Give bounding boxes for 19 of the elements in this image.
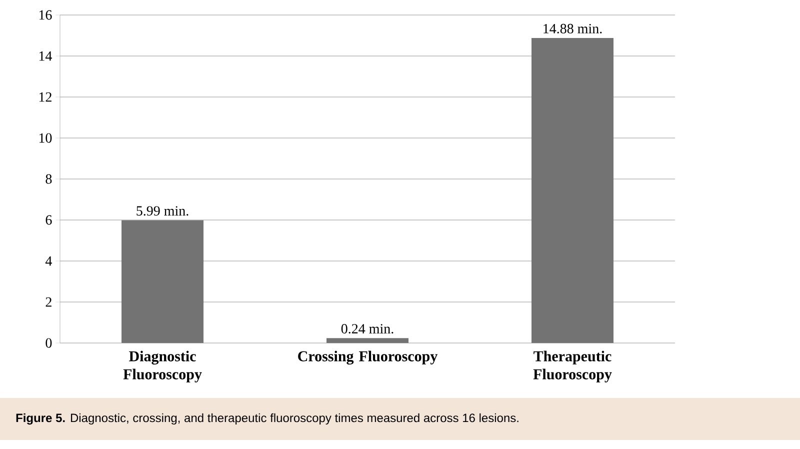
y-tick-label: 6 — [46, 215, 52, 225]
data-label: 0.24 min. — [341, 324, 394, 334]
data-label: 14.88 min. — [544, 24, 602, 34]
y-tick-label: 14 — [39, 51, 52, 61]
x-tick-label: Diagnostic Fluoroscopy — [123, 350, 202, 382]
y-tick-label: 0 — [46, 338, 52, 348]
bar — [326, 338, 409, 343]
x-tick-label: Crossing Fluoroscopy — [298, 350, 438, 365]
bar — [532, 38, 614, 343]
x-tick-label: Therapeutic Fluoroscopy — [533, 350, 612, 382]
data-label: 5.99 min. — [136, 206, 188, 216]
y-tick-label: 2 — [46, 297, 52, 307]
y-tick-label: 16 — [39, 10, 52, 20]
y-tick-label: 8 — [46, 174, 52, 184]
text: Figure 5. Diagnostic, crossing, and therapeutic fluoroscopy times measured across 16 lesions. — [16, 413, 518, 425]
y-tick-label: 12 — [39, 92, 52, 102]
bar — [122, 220, 204, 343]
y-tick-label: 10 — [39, 133, 52, 143]
y-tick-label: 4 — [45, 256, 52, 266]
